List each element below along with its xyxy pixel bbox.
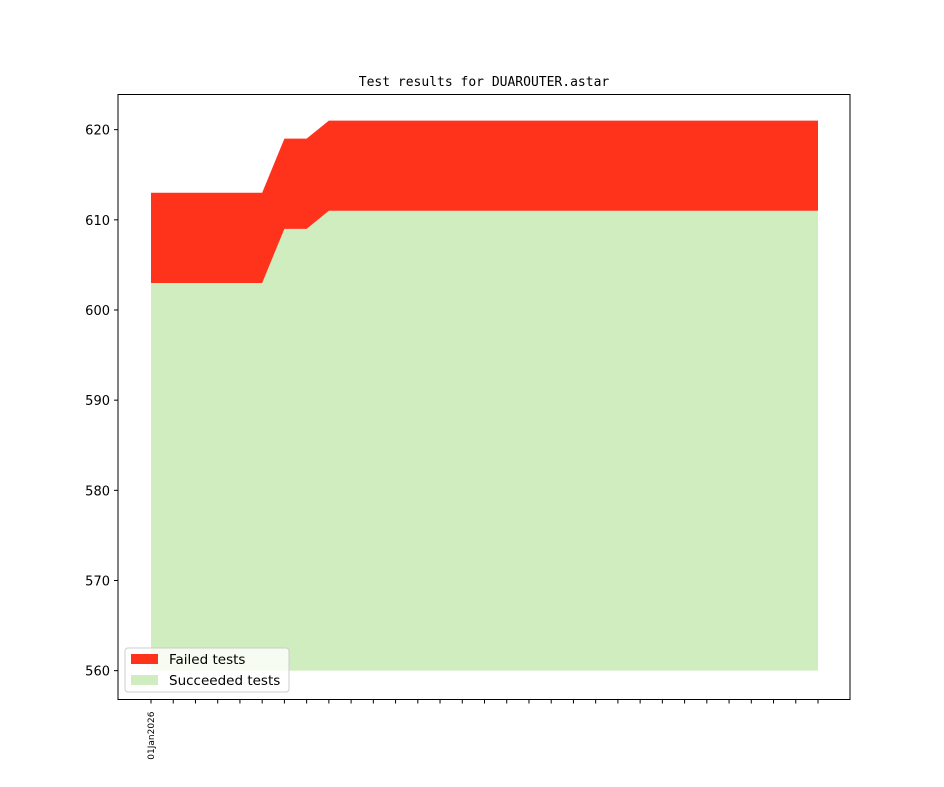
legend-label-succeeded: Succeeded tests xyxy=(169,673,280,689)
y-tick-label: 560 xyxy=(85,665,110,680)
plot-frame xyxy=(117,94,851,700)
x-tick-label: 01Jan2026 xyxy=(147,711,157,760)
y-tick-label: 570 xyxy=(85,574,110,589)
y-tick-label: 590 xyxy=(85,394,110,409)
y-tick-label: 610 xyxy=(85,214,110,229)
legend-swatch-succeeded xyxy=(131,675,158,685)
y-tick-label: 580 xyxy=(85,484,110,499)
chart-areas xyxy=(151,120,818,671)
y-axis: 560 570 580 590 600 610 620 xyxy=(85,124,118,680)
succeeded-tests-area xyxy=(151,210,818,671)
legend: Failed tests Succeeded tests xyxy=(124,647,290,693)
legend-swatch-failed xyxy=(131,654,158,664)
failed-tests-area xyxy=(151,120,818,283)
legend-label-failed: Failed tests xyxy=(169,652,245,668)
x-axis: 01Jan2026 xyxy=(147,699,819,760)
chart-title: Test results for DUAROUTER.astar xyxy=(359,75,610,90)
y-tick-label: 620 xyxy=(85,124,110,139)
y-tick-label: 600 xyxy=(85,304,110,319)
legend-box xyxy=(124,647,290,693)
